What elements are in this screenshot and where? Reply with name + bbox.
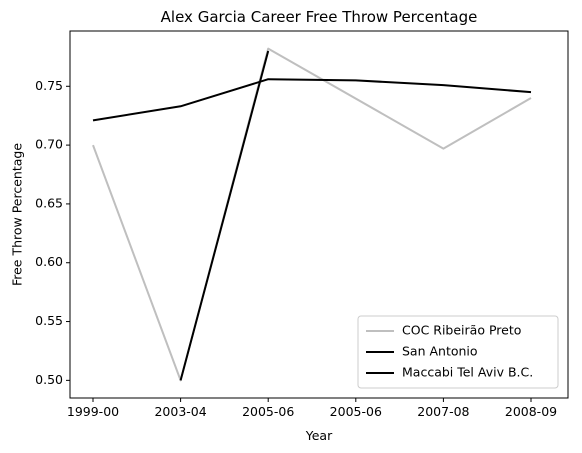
series-line-2 [92,78,532,122]
plot-border [69,30,569,399]
y-tick-label: 0.65 [35,195,63,210]
y-tick-label: 0.55 [35,313,63,328]
y-tick-label: 0.60 [35,254,63,269]
series-line-1 [92,47,532,382]
x-tick-label: 2008-09 [505,404,557,419]
plot-frame [69,30,569,399]
x-tick-label: 2007-08 [417,404,469,419]
legend-box [357,315,559,389]
y-tick-label: 0.50 [35,372,63,387]
chart-title: Alex Garcia Career Free Throw Percentage [161,8,478,26]
y-axis: 0.50 0.55 0.60 0.65 0.70 0.75 [35,78,70,387]
x-tick-label: 1999-00 [67,404,119,419]
legend-label: Maccabi Tel Aviv B.C. [402,365,533,380]
series-line-3 [179,50,270,381]
x-tick-label: 2005-06 [242,404,294,419]
legend: COC Ribeirão Preto San Antonio Maccabi Tel… [357,315,559,389]
y-tick-label: 0.75 [35,78,63,93]
x-tick-label: 2005-06 [330,404,382,419]
x-tick-label: 2003-04 [154,404,206,419]
legend-label: San Antonio [402,344,478,359]
x-axis: 1999-00 2003-04 2005-06 2005-06 2007-08 2008-… [67,398,557,419]
y-tick-label: 0.70 [35,137,63,152]
y-axis-label: Free Throw Percentage [10,143,25,286]
series-layer [92,47,532,382]
legend-label: COC Ribeirão Preto [402,323,521,338]
x-axis-label: Year [305,428,333,443]
